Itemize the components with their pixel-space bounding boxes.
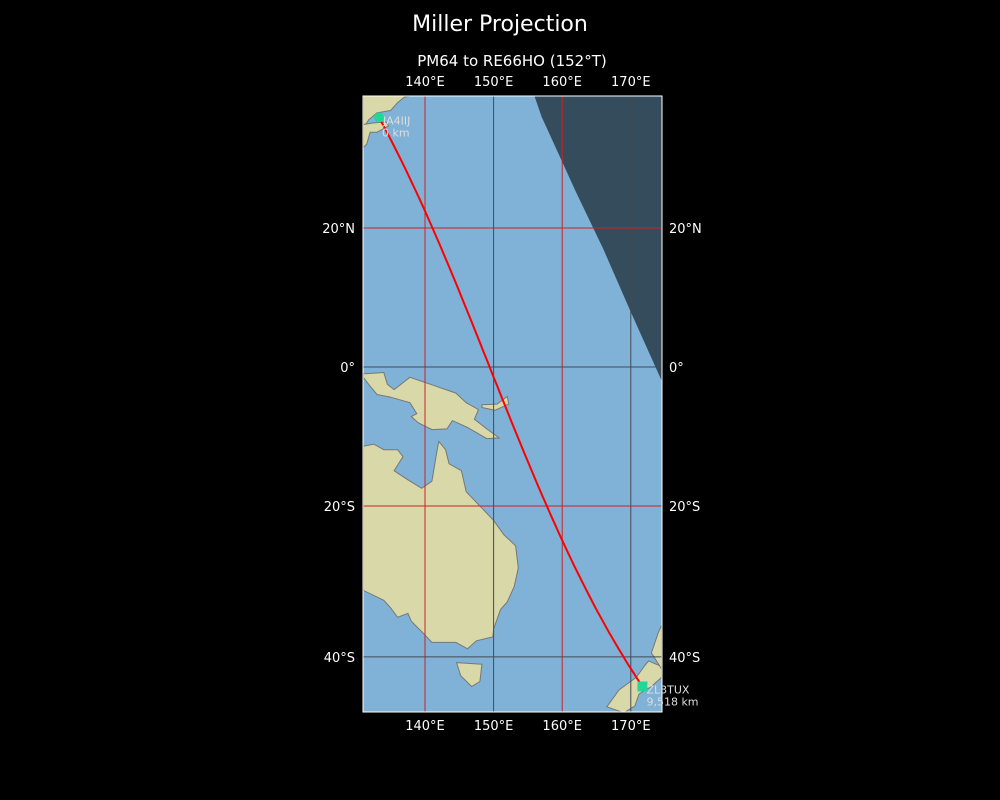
lat-tick-label-right: 20°S (669, 500, 700, 515)
end-marker[interactable] (637, 681, 648, 692)
lat-tick-label-left: 40°S (324, 651, 355, 666)
lat-tick-label-right: 20°N (669, 222, 702, 237)
map-subtitle: PM64 to RE66HO (152°T) (417, 52, 607, 70)
night-shading (534, 96, 662, 382)
lon-tick-label: 170°E (611, 719, 651, 734)
land-australia (363, 440, 519, 650)
land-layer (363, 96, 662, 712)
map-title: Miller Projection (412, 12, 588, 37)
lon-tick-label: 150°E (474, 75, 514, 90)
lon-tick-label: 150°E (474, 719, 514, 734)
land-new-guinea (363, 371, 501, 440)
lon-tick-label: 170°E (611, 75, 651, 90)
start-marker[interactable] (374, 112, 385, 123)
lon-tick-label: 160°E (542, 75, 582, 90)
land-tasmania (455, 662, 483, 688)
lon-tick-label: 160°E (542, 719, 582, 734)
start-callsign: JA4IIJ (382, 115, 410, 128)
lat-tick-label-left: 0° (340, 361, 355, 376)
great-circle-path (378, 117, 644, 688)
end-callsign: ZL3TUX (646, 683, 689, 696)
land-shikoku-kyushu (363, 121, 390, 149)
lat-tick-label-right: 0° (669, 361, 684, 376)
lon-tick-label: 140°E (405, 75, 445, 90)
lat-tick-label-right: 40°S (669, 651, 700, 666)
end-distance: 9,518 km (646, 695, 698, 708)
lat-tick-label-left: 20°S (324, 500, 355, 515)
start-distance: 0 km (382, 127, 410, 140)
gridlines (363, 96, 662, 712)
land-new-britain (481, 395, 510, 411)
map-frame (362, 95, 663, 713)
lat-tick-label-left: 20°N (322, 222, 355, 237)
lon-tick-label: 140°E (405, 719, 445, 734)
